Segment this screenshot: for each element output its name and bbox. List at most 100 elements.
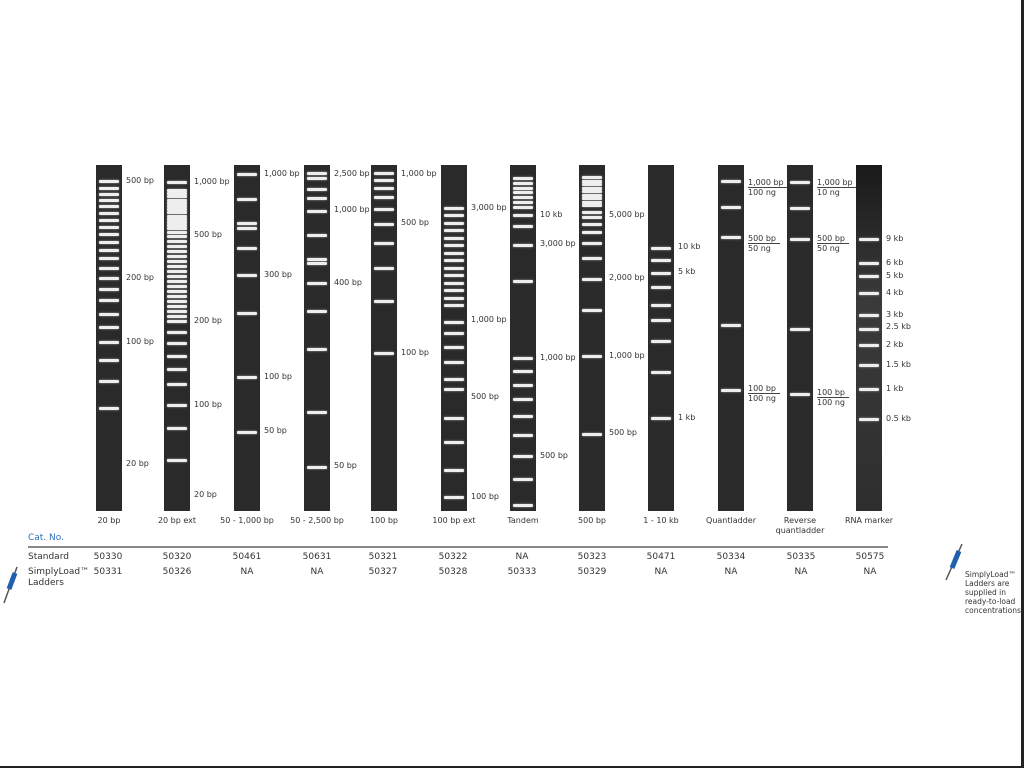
- band: [721, 236, 741, 239]
- size-marker-label: 1 kb: [886, 384, 904, 393]
- cat-no-cell: 50321: [368, 552, 398, 562]
- band: [167, 368, 187, 371]
- band: [167, 208, 187, 211]
- band: [167, 235, 187, 238]
- band: [374, 208, 394, 211]
- band: [167, 295, 187, 298]
- band: [582, 197, 602, 200]
- band: [513, 206, 533, 209]
- band: [513, 398, 533, 401]
- size-marker-label: 100 bp: [194, 400, 222, 409]
- cat-no-cell: 50326: [162, 567, 192, 577]
- band: [513, 384, 533, 387]
- band: [99, 359, 119, 362]
- band: [307, 282, 327, 285]
- marker-size: 500 bp: [748, 234, 780, 244]
- table-divider: [28, 546, 888, 548]
- band: [237, 227, 257, 230]
- marker-amount: 50 ng: [748, 244, 771, 253]
- size-marker-label: 500 bp: [609, 428, 637, 437]
- size-marker-label: 2 kb: [886, 340, 904, 349]
- band: [374, 300, 394, 303]
- marker-amount: 10 ng: [817, 188, 840, 197]
- size-marker-label: 5 kb: [678, 267, 696, 276]
- band: [167, 305, 187, 308]
- band: [582, 194, 602, 197]
- size-marker-label: 1,000 bp: [609, 351, 645, 360]
- gel-lane: [579, 165, 605, 511]
- band: [167, 315, 187, 318]
- band: [651, 417, 671, 420]
- band: [167, 404, 187, 407]
- band: [582, 176, 602, 179]
- band: [444, 252, 464, 255]
- size-marker-label: 2.5 kb: [886, 322, 911, 331]
- band: [99, 241, 119, 244]
- band: [167, 285, 187, 288]
- band: [513, 182, 533, 185]
- band: [582, 204, 602, 207]
- band: [167, 215, 187, 218]
- size-marker-label: 50 bp: [264, 426, 287, 435]
- band: [444, 207, 464, 210]
- band: [651, 340, 671, 343]
- cat-no-cell: NA: [515, 552, 529, 562]
- band: [167, 250, 187, 253]
- size-marker-label: 100 bp: [401, 348, 429, 357]
- band: [859, 344, 879, 347]
- band: [582, 278, 602, 281]
- band: [237, 376, 257, 379]
- band: [99, 205, 119, 208]
- cat-no-header: Cat. No.: [28, 533, 64, 543]
- cat-no-cell: NA: [863, 567, 877, 577]
- gel-lane: [164, 165, 190, 511]
- band: [859, 314, 879, 317]
- band: [167, 260, 187, 263]
- band: [859, 388, 879, 391]
- size-marker-label: 50 bp: [334, 461, 357, 470]
- band: [444, 237, 464, 240]
- cat-no-cell: 50631: [302, 552, 332, 562]
- band: [99, 267, 119, 270]
- marker-size: 1,000 bp: [748, 178, 788, 188]
- cat-no-cell: NA: [310, 567, 324, 577]
- band: [444, 222, 464, 225]
- band: [721, 324, 741, 327]
- lane-name: 100 bp: [370, 516, 398, 525]
- size-marker-label: 100 bp 100 ng: [817, 388, 849, 407]
- size-marker-label: 1,000 bp: [471, 315, 507, 324]
- band: [859, 292, 879, 295]
- size-marker-label: 1,000 bp: [264, 169, 300, 178]
- cat-no-cell: 50320: [162, 552, 192, 562]
- band: [167, 342, 187, 345]
- size-marker-label: 20 bp: [194, 490, 217, 499]
- lane-name: 50 - 1,000 bp: [220, 516, 274, 525]
- cat-no-cell: 50471: [646, 552, 676, 562]
- cat-no-cell: NA: [654, 567, 668, 577]
- size-marker-label: 0.5 kb: [886, 414, 911, 423]
- band: [651, 272, 671, 275]
- size-marker-label: 1.5 kb: [886, 360, 911, 369]
- band: [444, 304, 464, 307]
- band: [513, 201, 533, 204]
- size-marker-label: 1,000 bp: [540, 353, 576, 362]
- band: [651, 319, 671, 322]
- marker-size: 100 bp: [817, 388, 849, 398]
- size-marker-label: 1 kb: [678, 413, 696, 422]
- size-marker-label: 500 bp: [471, 392, 499, 401]
- band: [167, 231, 187, 234]
- band: [513, 478, 533, 481]
- band: [374, 223, 394, 226]
- band: [167, 181, 187, 184]
- band: [444, 259, 464, 262]
- band: [444, 378, 464, 381]
- band: [651, 247, 671, 250]
- cat-no-cell: 50333: [507, 567, 537, 577]
- size-marker-label: 2,000 bp: [609, 273, 645, 282]
- marker-size: 500 bp: [817, 234, 849, 244]
- band: [513, 191, 533, 194]
- band: [444, 346, 464, 349]
- band: [790, 207, 810, 210]
- band: [307, 172, 327, 175]
